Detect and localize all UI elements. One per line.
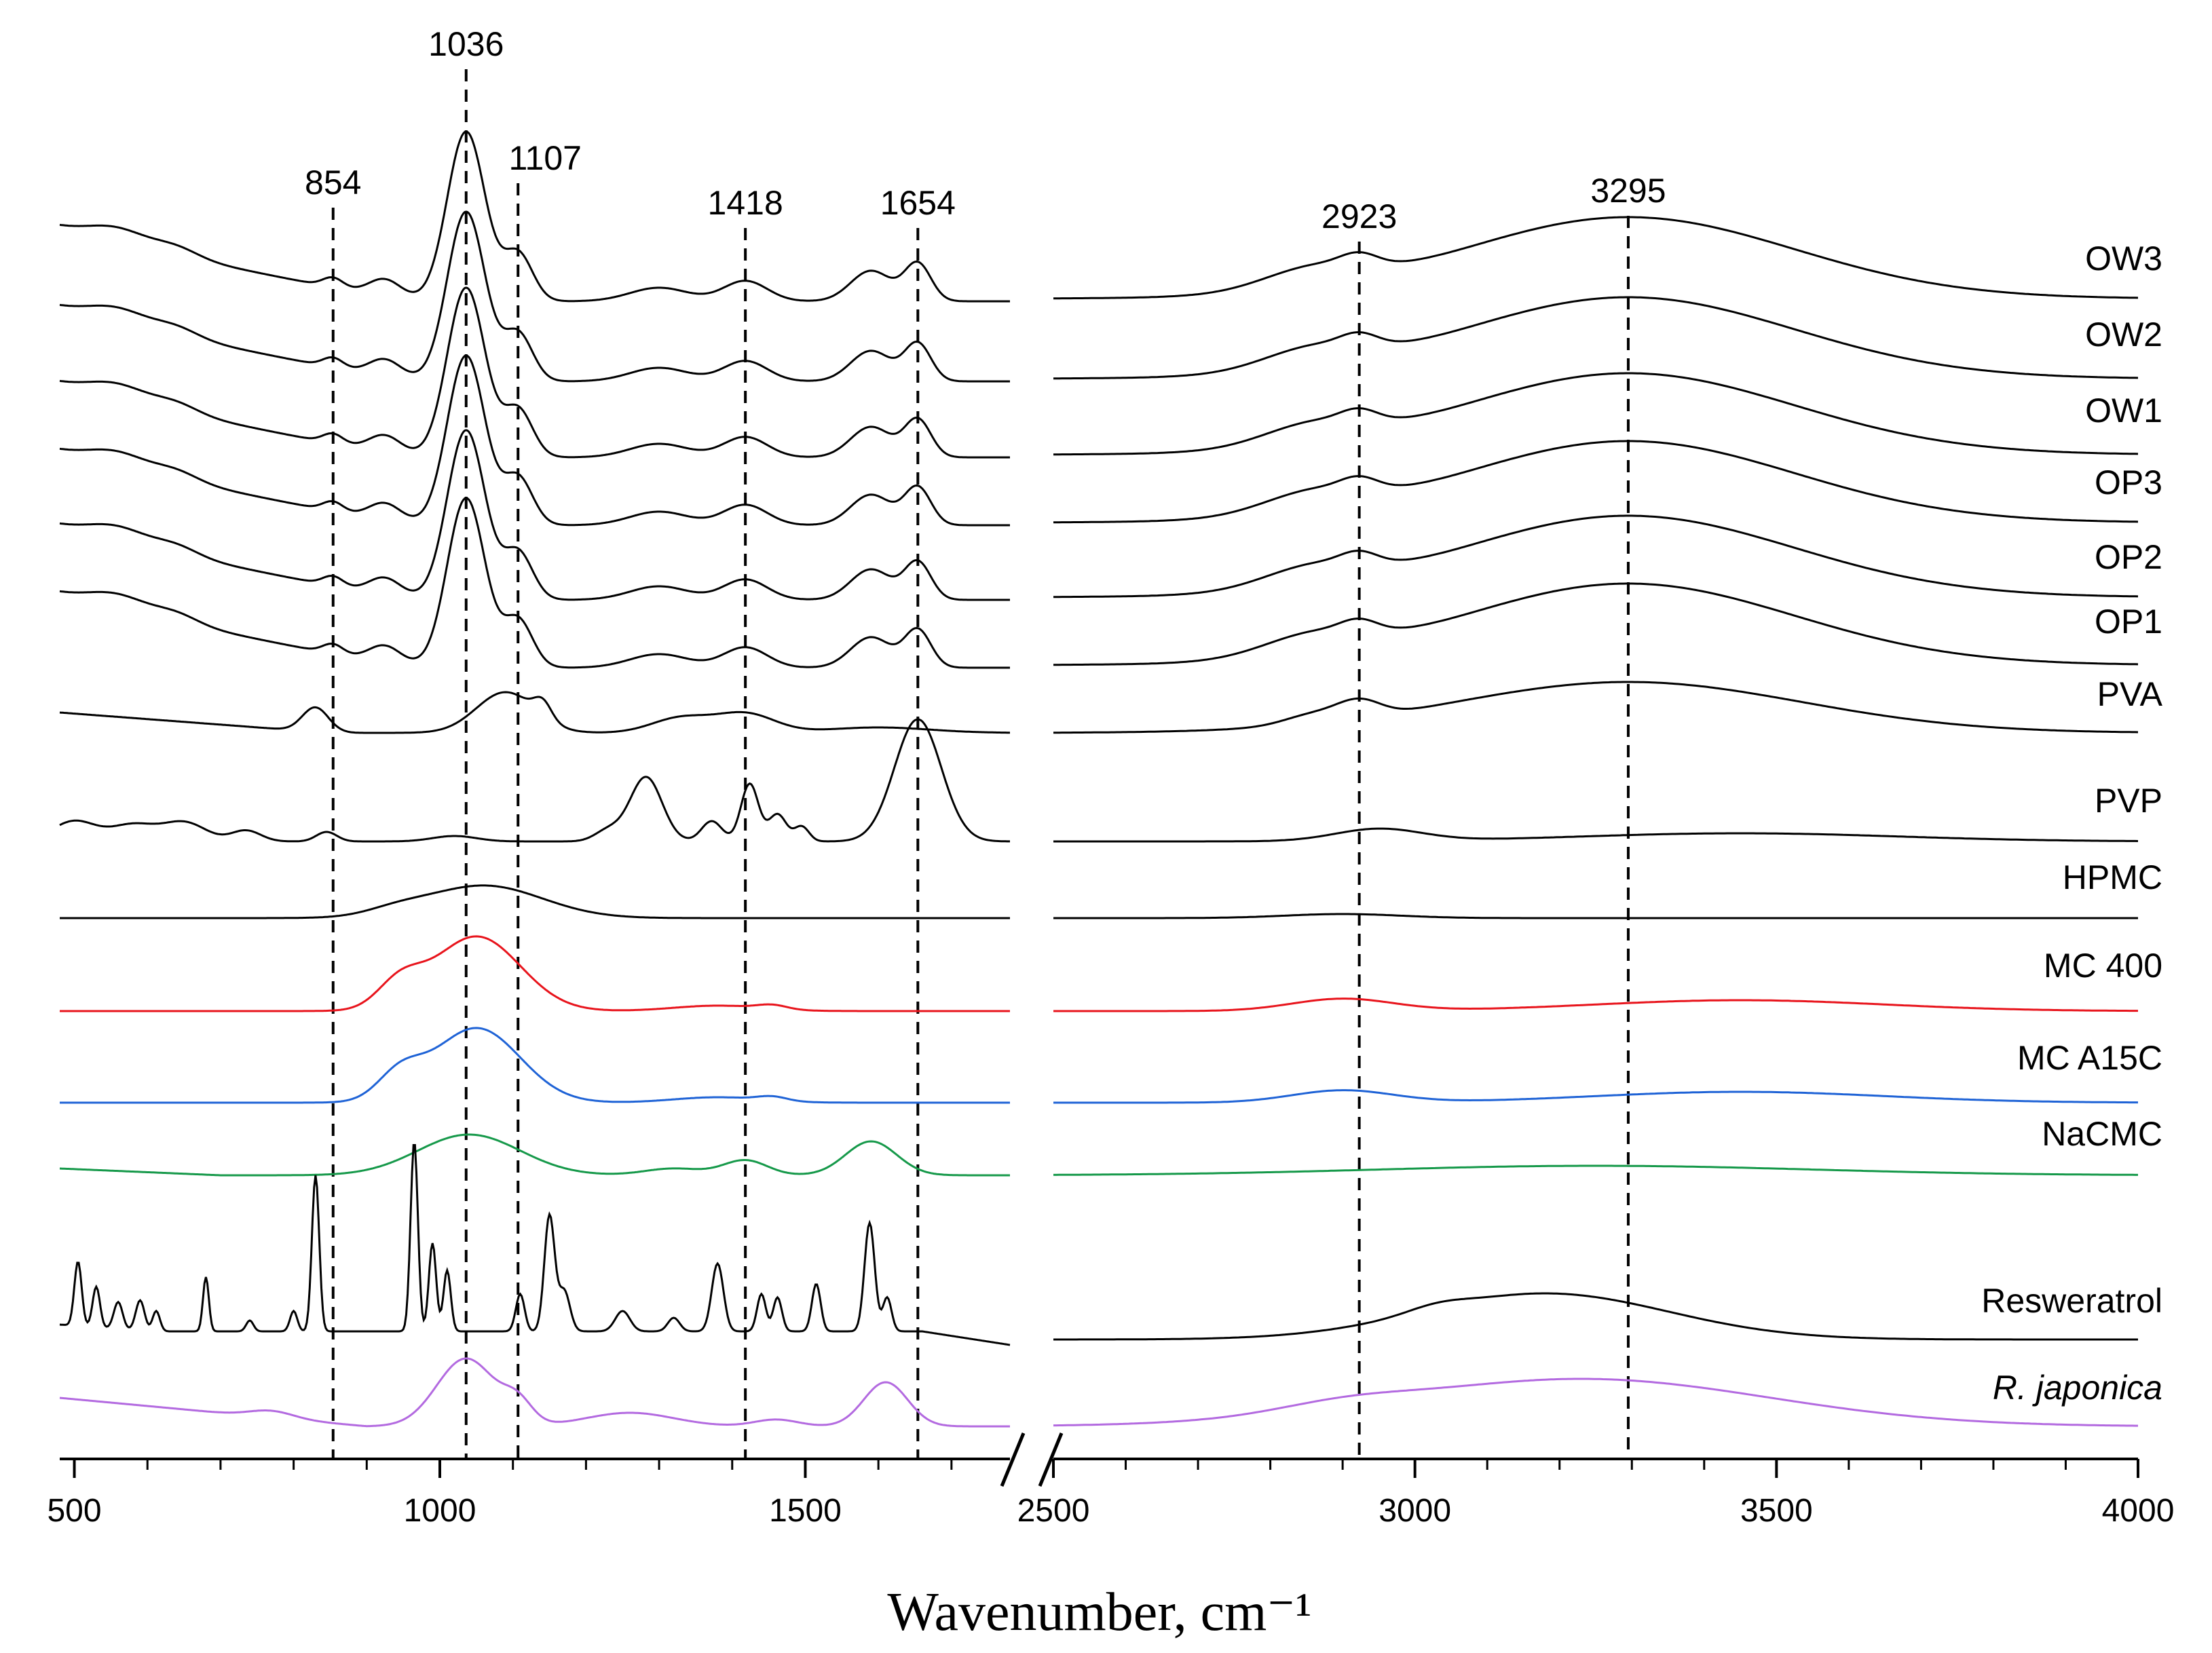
series-label: R. japonica — [1993, 1369, 2162, 1407]
x-tick-label: 500 — [47, 1493, 101, 1529]
series-line-right — [1053, 913, 2138, 919]
peak-label: 2923 — [1321, 197, 1397, 235]
series-line-left — [60, 1027, 1010, 1104]
peak-markers: 854 1036 1107 1418 1654 2923 3295 — [305, 25, 1666, 1459]
series-line-right — [1053, 681, 2139, 734]
series-line-right — [1053, 582, 2139, 666]
series-nacmc: NaCMC — [59, 1115, 2162, 1177]
series-line-right — [1053, 827, 2139, 843]
series-r-japonica: R. japonica — [59, 1357, 2162, 1428]
series-label: Resweratrol — [1981, 1282, 2162, 1320]
series-op2: OP2 — [59, 429, 2162, 601]
x-tick-label: 3000 — [1379, 1493, 1451, 1529]
series-resweratrol: Resweratrol — [59, 1144, 2162, 1346]
series-label: OP3 — [2095, 463, 2162, 501]
peak-label: 1654 — [880, 184, 956, 222]
series-line-left — [60, 935, 1010, 1012]
series-label: OW2 — [2085, 316, 2162, 354]
series-line-left — [59, 718, 1010, 843]
series-line-left — [59, 1133, 1010, 1177]
series-line-left — [59, 210, 1010, 383]
series-line-right — [1053, 440, 2139, 524]
series-label: NaCMC — [2042, 1115, 2162, 1153]
series-line-right — [1053, 1164, 2138, 1176]
series-line-right — [1053, 216, 2139, 300]
x-tick-label: 1500 — [769, 1493, 842, 1529]
series-label: MC 400 — [2044, 947, 2162, 985]
x-axis: 500 1000 1500 2500 3000 3500 4000 — [47, 1432, 2175, 1529]
x-tick-label: 3500 — [1740, 1493, 1813, 1529]
series-line-left — [60, 884, 1010, 919]
series-label: PVA — [2097, 675, 2163, 713]
peak-label: 3295 — [1590, 172, 1666, 210]
series-ow3: OW3 — [59, 130, 2162, 303]
series-line-left — [59, 1357, 1010, 1428]
x-tick-label: 4000 — [2102, 1493, 2175, 1529]
series-mc-a15c: MC A15C — [60, 1027, 2162, 1104]
series-mc-400: MC 400 — [60, 935, 2162, 1012]
series-line-right — [1053, 1089, 2138, 1104]
peak-label: 854 — [305, 164, 361, 202]
x-tick-label: 2500 — [1017, 1493, 1090, 1529]
series-line-left — [59, 286, 1010, 459]
peak-label: 1418 — [708, 184, 783, 222]
series-line-right — [1053, 296, 2139, 380]
series-label: OP2 — [2095, 538, 2162, 576]
peak-label: 1036 — [428, 25, 504, 63]
series-line-right — [1053, 514, 2139, 598]
x-axis-title: Wavenumber, cm⁻¹ — [887, 1582, 1311, 1642]
series-line-right — [1053, 998, 2138, 1012]
series-line-left — [59, 429, 1010, 601]
series-label: HPMC — [2063, 858, 2162, 896]
series-ow1: OW1 — [59, 286, 2162, 459]
series-line-left — [59, 1144, 1011, 1346]
series-label: MC A15C — [2017, 1039, 2162, 1077]
series-line-right — [1053, 1378, 2138, 1427]
x-tick-label: 1000 — [404, 1493, 476, 1529]
axis-break-mark — [1000, 1432, 1026, 1487]
peak-label: 1107 — [508, 139, 582, 177]
series-line-left — [59, 130, 1010, 303]
series-label: OW3 — [2085, 240, 2162, 278]
series-pva: PVA — [59, 675, 2163, 734]
series-op1: OP1 — [59, 497, 2162, 669]
series-line-left — [59, 691, 1010, 734]
series-pvp: PVP — [59, 718, 2162, 843]
series-line-right — [1053, 1292, 2138, 1341]
axis-break-mark — [1038, 1432, 1064, 1487]
series-label: OP1 — [2095, 603, 2162, 641]
series-line-left — [59, 497, 1010, 669]
series-ow2: OW2 — [59, 210, 2162, 383]
series-label: PVP — [2095, 782, 2162, 820]
series-line-left — [59, 354, 1010, 527]
series-op3: OP3 — [59, 354, 2162, 527]
spectra: OW3 OW2 OW1 OP3 OP2 OP1 PVA PVP HPMC MC 400 MC A15… — [59, 130, 2163, 1428]
series-line-right — [1053, 372, 2139, 456]
series-hpmc: HPMC — [60, 858, 2162, 919]
series-label: OW1 — [2085, 392, 2162, 430]
